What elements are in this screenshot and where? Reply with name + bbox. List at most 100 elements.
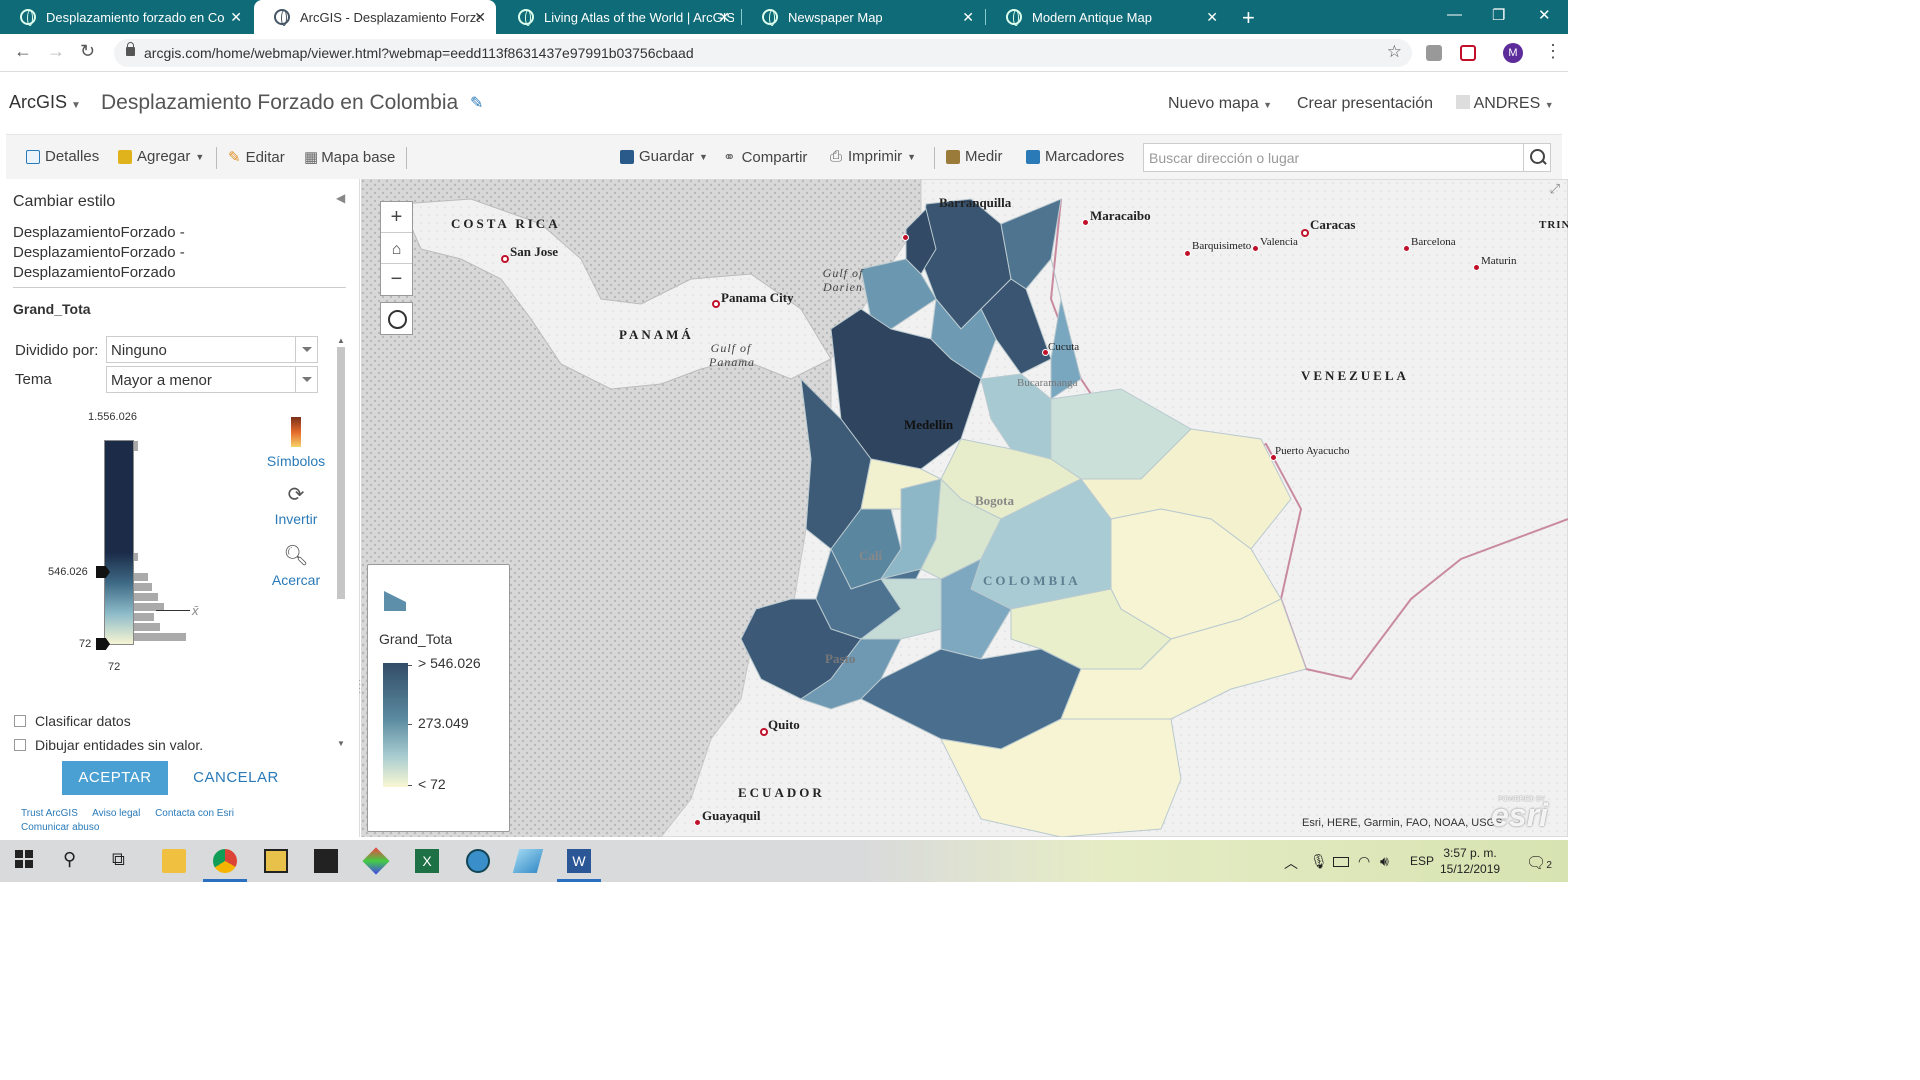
battery-icon[interactable] bbox=[1333, 857, 1349, 867]
folder-app-icon[interactable] bbox=[264, 849, 288, 873]
brand-menu[interactable]: ArcGIS ▼ bbox=[9, 92, 81, 112]
close-tab-icon[interactable]: ✕ bbox=[718, 9, 730, 25]
new-map-menu[interactable]: Nuevo mapa ▼ bbox=[1168, 95, 1273, 112]
symbols-button[interactable]: Símbolos bbox=[261, 417, 331, 469]
theme-select[interactable]: Mayor a menor bbox=[106, 366, 318, 393]
classify-checkbox[interactable] bbox=[14, 715, 26, 727]
grid-icon: ▦ bbox=[304, 149, 319, 166]
microphone-icon[interactable]: 🎙︎ bbox=[1310, 853, 1328, 869]
back-icon[interactable]: ← bbox=[14, 41, 32, 61]
basemap-button[interactable]: ▦ Mapa base bbox=[304, 148, 396, 167]
zoom-in-ramp-button[interactable]: 🔍︎ Acercar bbox=[261, 543, 331, 588]
panel-scrollbar[interactable]: ▲ ▼ bbox=[336, 336, 346, 749]
print-button[interactable]: ⎙ Imprimir ▼ bbox=[830, 148, 917, 165]
word-icon[interactable]: W bbox=[557, 849, 601, 882]
cancel-button[interactable]: CANCELAR bbox=[193, 769, 279, 786]
terminal-icon[interactable] bbox=[314, 849, 338, 873]
details-button[interactable]: Detalles bbox=[26, 148, 99, 165]
clock[interactable]: 3:57 p. m. 15/12/2019 bbox=[1440, 846, 1501, 876]
bookmark-star-icon[interactable]: ☆ bbox=[1386, 42, 1402, 61]
chevron-up-icon[interactable]: ︿ bbox=[1284, 855, 1298, 871]
locate-button[interactable] bbox=[380, 302, 413, 335]
expand-icon[interactable]: ⤢ bbox=[1549, 181, 1560, 196]
zoom-out-button[interactable]: − bbox=[390, 268, 403, 290]
search-icon[interactable] bbox=[1523, 143, 1551, 172]
footer-link[interactable]: Contacta con Esri bbox=[155, 808, 235, 819]
excel-icon[interactable]: X bbox=[415, 849, 439, 873]
bookmarks-button[interactable]: Marcadores bbox=[1026, 148, 1124, 165]
file-explorer-icon[interactable] bbox=[162, 849, 186, 873]
city-marker bbox=[1473, 264, 1480, 271]
invert-button[interactable]: ⟳ Invertir bbox=[261, 482, 331, 527]
floppy-icon bbox=[620, 149, 634, 164]
reload-icon[interactable]: ↻ bbox=[80, 41, 96, 61]
user-menu[interactable]: ANDRES ▼ bbox=[1456, 95, 1554, 113]
scroll-down-icon[interactable]: ▼ bbox=[337, 739, 345, 748]
panel-resize-handle[interactable]: · · · · bbox=[358, 675, 362, 698]
browser-tab[interactable]: Newspaper Map ✕ bbox=[742, 0, 984, 34]
upper-ramp-handle[interactable] bbox=[96, 566, 110, 578]
edit-pencil-icon[interactable]: ✎ bbox=[470, 95, 484, 112]
avatar[interactable]: M bbox=[1503, 43, 1523, 63]
restore-icon[interactable]: ❐ bbox=[1492, 7, 1506, 24]
close-tab-icon[interactable]: ✕ bbox=[474, 9, 486, 25]
footer-link[interactable]: Comunicar abuso bbox=[21, 822, 100, 833]
zoom-in-button[interactable]: + bbox=[381, 202, 412, 233]
app-icon[interactable] bbox=[362, 847, 390, 875]
city-label: Cali bbox=[859, 548, 883, 563]
minimize-icon[interactable]: — bbox=[1447, 6, 1462, 23]
extension-icon[interactable] bbox=[1426, 45, 1442, 61]
browser-tab[interactable]: Modern Antique Map ✕ bbox=[986, 0, 1228, 34]
close-tab-icon[interactable]: ✕ bbox=[230, 9, 242, 25]
toolbar-divider bbox=[216, 147, 217, 169]
browser-tab-active[interactable]: ArcGIS - Desplazamiento Forzado ✕ bbox=[254, 0, 496, 34]
notifications-icon[interactable]: 🗨︎2 bbox=[1526, 855, 1552, 872]
ok-button[interactable]: ACEPTAR bbox=[62, 761, 168, 795]
edit-button[interactable]: ✎ Editar bbox=[228, 148, 285, 167]
globe-app-icon[interactable] bbox=[466, 849, 490, 873]
footer-link[interactable]: Trust ArcGIS bbox=[21, 808, 78, 819]
search-taskbar-icon[interactable]: ⚲ bbox=[63, 849, 77, 869]
share-button[interactable]: ⚭ Compartir bbox=[723, 148, 808, 167]
symbol-swatch-icon bbox=[291, 417, 301, 447]
close-window-icon[interactable]: ✕ bbox=[1538, 7, 1551, 24]
tab-separator bbox=[985, 9, 986, 25]
windows-start-icon[interactable] bbox=[14, 849, 38, 873]
create-presentation-link[interactable]: Crear presentación bbox=[1297, 95, 1434, 112]
add-button[interactable]: Agregar ▼ bbox=[118, 148, 204, 165]
city-label: Caracas bbox=[1310, 217, 1356, 232]
close-tab-icon[interactable]: ✕ bbox=[962, 9, 974, 25]
divided-by-select[interactable]: Ninguno bbox=[106, 336, 318, 363]
sea-label: Gulf of Darien bbox=[822, 266, 864, 294]
task-view-icon[interactable]: ⧉ bbox=[112, 849, 125, 869]
search-input[interactable]: Buscar dirección o lugar bbox=[1143, 143, 1524, 172]
forward-icon[interactable]: → bbox=[47, 41, 65, 61]
city-marker bbox=[1252, 245, 1259, 252]
extension-icon[interactable] bbox=[1460, 45, 1476, 61]
map-view[interactable]: + ⌂ − ⤢ COSTA RICA PANAMÁ VENEZUELA COLO… bbox=[361, 179, 1568, 837]
scrollbar-thumb[interactable] bbox=[337, 347, 345, 599]
histogram-bar bbox=[134, 583, 152, 591]
chrome-icon[interactable] bbox=[203, 849, 247, 882]
measure-button[interactable]: Medir bbox=[946, 148, 1003, 165]
color-ramp-slider[interactable] bbox=[104, 440, 134, 645]
new-tab-button[interactable]: + bbox=[1242, 5, 1255, 30]
close-tab-icon[interactable]: ✕ bbox=[1206, 9, 1218, 25]
wifi-icon[interactable]: ◠ bbox=[1358, 853, 1371, 869]
language-indicator[interactable]: ESP bbox=[1410, 854, 1435, 868]
app-icon[interactable] bbox=[512, 849, 544, 873]
esri-logo[interactable]: esri bbox=[1491, 797, 1548, 833]
volume-icon[interactable]: 🔊︎ bbox=[1380, 853, 1389, 869]
footer-link[interactable]: Aviso legal bbox=[92, 808, 141, 819]
scroll-up-icon[interactable]: ▲ bbox=[337, 336, 345, 345]
city-marker bbox=[1082, 219, 1089, 226]
url-field[interactable]: arcgis.com/home/webmap/viewer.html?webma… bbox=[114, 39, 1412, 67]
home-button[interactable]: ⌂ bbox=[381, 233, 412, 264]
lower-ramp-handle[interactable] bbox=[96, 638, 110, 650]
draw-no-value-checkbox[interactable] bbox=[14, 739, 26, 751]
browser-tab[interactable]: Living Atlas of the World | ArcGIS ✕ bbox=[498, 0, 740, 34]
browser-tab[interactable]: Desplazamiento forzado en Colo ✕ bbox=[0, 0, 252, 34]
collapse-panel-icon[interactable]: ◀ bbox=[336, 191, 346, 205]
save-button[interactable]: Guardar ▼ bbox=[620, 148, 708, 165]
menu-icon[interactable]: ⋮ bbox=[1544, 41, 1562, 61]
